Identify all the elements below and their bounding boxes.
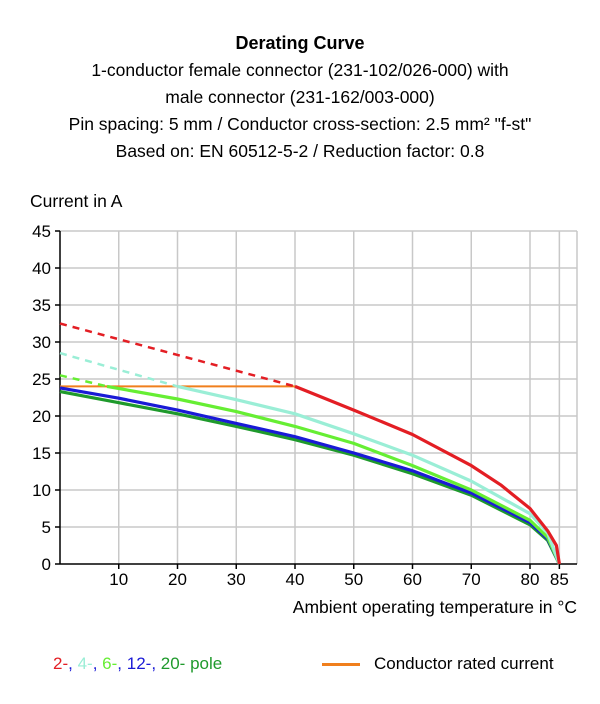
rated-current-legend: Conductor rated current [322, 654, 554, 674]
legend-entry-6: 12- [126, 654, 152, 673]
legend-entry-8: 20- [160, 654, 186, 673]
rated-current-legend-label: Conductor rated current [374, 654, 554, 673]
y-tick-label-45: 45 [32, 222, 51, 241]
chart-subtitle-line-1: 1-conductor female connector (231-102/02… [91, 60, 509, 80]
x-tick-label-40: 40 [286, 570, 305, 589]
chart-title: Derating Curve [235, 33, 365, 53]
series-4-pole-line [177, 384, 561, 565]
x-tick-label-70: 70 [462, 570, 481, 589]
chart-titles: Derating Curve 1-conductor female connec… [0, 30, 600, 165]
x-tick-label-50: 50 [344, 570, 363, 589]
pole-legend: 2-, 4-, 6-, 12-, 20- pole [53, 654, 222, 674]
x-tick-label-60: 60 [403, 570, 422, 589]
x-axis-label: Ambient operating temperature in °C [293, 597, 577, 617]
rated-current-legend-swatch [322, 662, 360, 666]
series-2-pole-line [294, 384, 561, 565]
y-tick-label-40: 40 [32, 259, 51, 278]
legend-entry-0: 2- [53, 654, 69, 673]
chart-subtitle-line-4: Based on: EN 60512-5-2 / Reduction facto… [115, 141, 485, 161]
y-tick-label-0: 0 [42, 555, 51, 574]
legend-entry-5: , [117, 654, 127, 673]
chart-subtitle-line-2: male connector (231-162/003-000) [165, 87, 435, 107]
legend-entry-1: , [68, 654, 78, 673]
series-2-pole-dashed [59, 322, 296, 388]
legend-entry-7: , [151, 654, 161, 673]
legend-entry-9: pole [185, 654, 223, 673]
x-tick-label-80: 80 [521, 570, 540, 589]
chart-subtitle-line-3: Pin spacing: 5 mm / Conductor cross-sect… [68, 114, 532, 134]
y-tick-label-30: 30 [32, 333, 51, 352]
legend-entry-3: , [92, 654, 103, 673]
series-6-pole-dashed [59, 374, 108, 388]
y-tick-label-35: 35 [32, 296, 51, 315]
series-6-pole-line [106, 384, 561, 565]
y-axis-label: Current in A [30, 191, 123, 211]
y-tick-label-10: 10 [32, 481, 51, 500]
y-tick-label-5: 5 [42, 518, 51, 537]
derating-chart: Current in A 0 5 10 15 20 25 30 35 40 45 10 20 30 40 50… [30, 191, 578, 617]
y-tick-label-20: 20 [32, 407, 51, 426]
legend-entry-2: 4- [77, 654, 93, 673]
legend-entry-4: 6- [102, 654, 118, 673]
x-tick-label-85: 85 [550, 570, 569, 589]
y-tick-label-15: 15 [32, 444, 51, 463]
y-tick-label-25: 25 [32, 370, 51, 389]
x-tick-label-10: 10 [109, 570, 128, 589]
x-tick-label-30: 30 [227, 570, 246, 589]
x-tick-label-20: 20 [168, 570, 187, 589]
